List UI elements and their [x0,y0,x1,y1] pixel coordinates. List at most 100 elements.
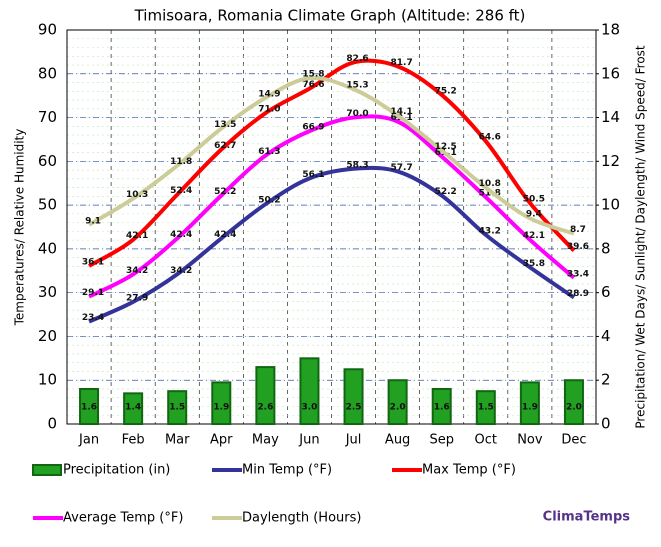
x-tick-label: Nov [517,433,543,448]
bar [343,368,364,425]
y2-tick-label: 2 [601,371,611,389]
x-tick-label: Jan [78,433,99,448]
data-label: 29.1 [82,288,104,298]
data-label: 1.6 [81,403,97,413]
data-label: 1.5 [478,403,494,413]
data-label: 27.9 [126,293,148,303]
legend-label: Precipitation (in) [63,463,170,478]
data-label: 57.7 [391,163,413,173]
data-label: 33.4 [567,269,589,279]
y2-tick-label: 16 [601,64,620,82]
data-label: 1.9 [522,403,538,413]
y-tick-label: 70 [38,108,57,126]
source: ClimaTemps [543,510,631,525]
data-label: 71.0 [258,105,280,115]
data-label: 10.3 [126,190,148,200]
plot-frame [66,29,597,425]
bar [431,387,452,426]
data-label: 9.1 [85,216,101,226]
data-label: 8.7 [570,225,586,235]
data-label: 42.4 [170,230,192,240]
y2-tick-label: 4 [601,327,611,345]
y-tick-label: 30 [38,283,57,301]
x-tick-label: Oct [475,433,497,448]
data-label: 66.9 [302,123,324,133]
chart-title: Timisoara, Romania Climate Graph (Altitu… [134,7,526,25]
data-label: 76.6 [302,80,324,90]
y2-tick-label: 12 [601,152,620,170]
y2-tick-label: 6 [601,283,611,301]
data-label: 36.1 [82,257,104,267]
data-label: 51.8 [479,189,501,199]
data-label: 75.2 [435,86,457,96]
data-label: 14.1 [391,107,413,117]
data-label: 50.5 [523,194,545,204]
y2-tick-label: 18 [601,21,620,39]
x-tick-label: Apr [210,433,233,448]
data-label: 39.6 [567,242,589,252]
data-label: 35.8 [523,259,545,269]
data-label: 43.2 [479,226,501,236]
data-label: 64.6 [479,133,501,143]
data-label: 52.2 [435,187,457,197]
data-label: 42.1 [523,231,545,241]
data-label: 2.6 [257,403,273,413]
legend-label: Average Temp (°F) [63,511,183,526]
y-tick-label: 40 [38,239,57,257]
y-tick-label: 50 [38,196,57,214]
data-label: 15.8 [302,70,324,80]
data-label: 3.0 [301,403,317,413]
data-label: 81.7 [391,58,413,68]
x-tick-label: Sep [429,433,454,448]
data-label: 61.3 [258,147,280,157]
legend-swatch [32,464,62,476]
y2-tick-label: 8 [601,239,611,257]
data-label: 1.5 [169,403,185,413]
x-tick-label: Mar [165,433,190,448]
data-label: 11.8 [170,157,192,167]
bar [563,379,584,426]
data-label: 34.2 [126,266,148,276]
data-label: 2.5 [346,403,362,413]
bar [79,387,100,426]
y2-tick-label: 0 [601,415,611,433]
bar [211,381,232,425]
data-label: 2.0 [566,403,582,413]
data-label: 10.8 [479,179,501,189]
data-label: 28.9 [567,289,589,299]
data-label: 70.0 [346,109,368,119]
bar [299,357,320,426]
data-label: 1.6 [434,403,450,413]
line [88,58,576,268]
line [88,114,576,299]
data-label: 23.4 [82,313,104,323]
x-tick-label: Feb [122,433,145,448]
data-label: 56.1 [302,170,324,180]
y-tick-label: 0 [47,415,57,433]
data-label: 58.3 [346,160,368,170]
y-tick-label: 90 [38,21,57,39]
legend-label: Daylength (Hours) [242,511,361,526]
bar [519,381,540,425]
y-tick-label: 20 [38,327,57,345]
x-tick-label: Jun [298,433,319,448]
data-label: 1.9 [213,403,229,413]
data-label: 14.9 [258,89,280,99]
data-label: 42.1 [126,231,148,241]
data-label: 34.2 [170,266,192,276]
data-label: 52.4 [170,186,192,196]
data-label: 62.7 [214,141,236,151]
bar [123,392,144,426]
y-tick-label: 10 [38,371,57,389]
legend-label: Min Temp (°F) [242,463,332,478]
data-label: 52.2 [214,187,236,197]
y-tick-label: 80 [38,64,57,82]
y-tick-label: 60 [38,152,57,170]
data-label: 82.6 [346,54,368,64]
data-label: 50.2 [258,196,280,206]
y-axis-label: Temperatures/ Relative Humidity [13,129,27,327]
y2-axis-label: Precipitation/ Wet Days/ Sunlight/ Dayle… [634,45,648,429]
y2-tick-label: 14 [601,108,620,126]
bar [167,390,188,425]
